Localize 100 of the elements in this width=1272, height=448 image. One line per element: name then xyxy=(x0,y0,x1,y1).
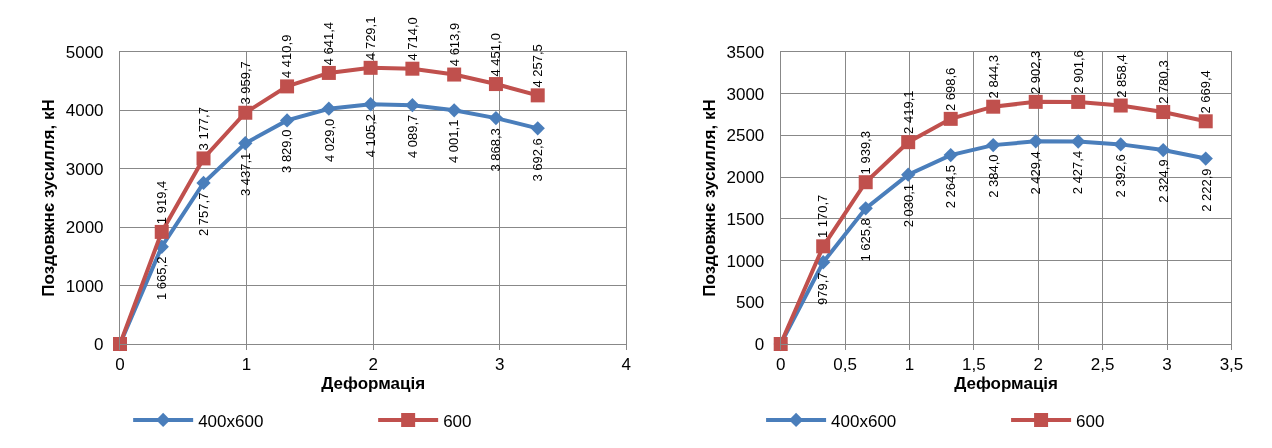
y-tick-label: 1000 xyxy=(726,251,765,271)
data-label: 2 264,5 xyxy=(943,164,959,209)
y-tick-label: 3500 xyxy=(726,42,765,62)
data-label: 4 001,1 xyxy=(446,119,462,164)
y-tick-label: 500 xyxy=(735,293,765,313)
data-label: 2 902,3 xyxy=(1028,50,1044,95)
data-label: 2 030,1 xyxy=(901,183,917,228)
data-label: 4 613,9 xyxy=(447,22,463,67)
data-label: 2 901,6 xyxy=(1070,50,1086,94)
x-tick-label: 0 xyxy=(115,355,125,375)
legend-label: 600 xyxy=(1076,411,1105,431)
point xyxy=(816,255,831,270)
data-label: 2 392,6 xyxy=(1112,154,1128,198)
point xyxy=(530,121,545,136)
point xyxy=(1113,137,1128,152)
point xyxy=(986,99,1001,114)
data-label: 2 858,4 xyxy=(1113,54,1129,98)
x-tick-label: 0,5 xyxy=(833,355,857,375)
data-label: 2 669,4 xyxy=(1197,70,1213,114)
data-label: 4 089,7 xyxy=(404,114,420,159)
point xyxy=(321,65,336,80)
data-label: 4 729,1 xyxy=(363,16,379,60)
data-label: 3 959,7 xyxy=(238,61,254,105)
data-label: 3 692,6 xyxy=(529,138,545,182)
y-tick-label: 3000 xyxy=(726,84,765,104)
y-tick-label: 1000 xyxy=(65,276,104,296)
data-label: 3 829,0 xyxy=(279,129,295,173)
point xyxy=(858,175,873,190)
data-label: 1 939,3 xyxy=(857,131,873,175)
point xyxy=(447,67,462,82)
point xyxy=(447,103,462,118)
x-tick-label: 0 xyxy=(775,355,786,375)
data-label: 4 641,4 xyxy=(321,21,337,66)
data-label: 2 222,9 xyxy=(1198,168,1214,212)
data-label: 1 665,2 xyxy=(154,256,170,300)
x-tick-label: 3 xyxy=(1162,355,1172,375)
data-label: 1 625,8 xyxy=(857,218,873,262)
point xyxy=(901,167,916,182)
y-axis-title: Поздовжнє зусилля, кН xyxy=(700,99,720,297)
data-label: 4 105,2 xyxy=(362,114,378,158)
data-label: 3 177,7 xyxy=(195,107,211,151)
data-label: 3 868,3 xyxy=(488,128,504,172)
data-label: 2 419,1 xyxy=(900,90,916,134)
data-label: 979,7 xyxy=(815,272,831,305)
point xyxy=(488,110,504,126)
x-tick-label: 2,5 xyxy=(1090,355,1115,375)
point xyxy=(530,88,545,103)
point xyxy=(405,61,420,76)
point xyxy=(196,175,211,191)
data-label: 2 384,0 xyxy=(985,154,1001,198)
point xyxy=(901,135,916,150)
data-label: 4 714,0 xyxy=(405,17,421,61)
point xyxy=(943,111,958,126)
point xyxy=(238,136,253,151)
point xyxy=(279,113,295,128)
y-tick-label: 3000 xyxy=(65,159,104,179)
point xyxy=(1113,98,1128,113)
data-label: 2 780,3 xyxy=(1155,60,1171,104)
point xyxy=(196,151,211,166)
data-label: 2 324,9 xyxy=(1155,159,1171,203)
x-tick-label: 1 xyxy=(904,355,915,375)
data-label: 2 757,7 xyxy=(196,192,212,236)
y-tick-label: 1500 xyxy=(726,209,765,229)
x-tick-label: 2 xyxy=(1033,355,1044,375)
point xyxy=(1156,105,1171,120)
legend-label: 400x600 xyxy=(831,411,897,431)
legend-label: 600 xyxy=(443,411,472,431)
x-tick-label: 3,5 xyxy=(1219,355,1244,375)
data-label: 2 429,4 xyxy=(1027,151,1043,195)
data-label: 2 844,3 xyxy=(986,55,1002,99)
point xyxy=(858,201,873,216)
legend-label: 400x600 xyxy=(198,411,264,431)
y-axis-title: Поздовжнє зусилля, кН xyxy=(39,99,59,297)
data-label: 2 698,6 xyxy=(943,67,959,112)
y-tick-label: 2500 xyxy=(726,126,765,146)
point xyxy=(1028,134,1043,149)
data-label: 4 029,0 xyxy=(321,118,337,163)
point xyxy=(1198,114,1213,129)
point xyxy=(280,79,295,94)
data-label: 3 437,1 xyxy=(237,152,253,197)
point xyxy=(154,224,169,239)
point xyxy=(1028,94,1043,109)
point xyxy=(816,239,831,254)
y-tick-label: 2000 xyxy=(726,168,765,188)
point xyxy=(1071,134,1086,149)
data-label: 2 427,4 xyxy=(1070,150,1086,195)
x-tick-label: 2 xyxy=(368,355,378,375)
y-tick-label: 2000 xyxy=(65,218,104,238)
data-label: 1 170,7 xyxy=(815,194,831,239)
y-tick-label: 5000 xyxy=(65,42,104,62)
x-tick-label: 3 xyxy=(495,355,505,375)
data-label: 4 451,0 xyxy=(488,33,504,77)
x-tick-label: 1 xyxy=(241,355,252,375)
point xyxy=(1156,142,1171,158)
y-tick-label: 0 xyxy=(754,334,765,354)
point xyxy=(238,105,253,120)
x-axis-title: Деформація xyxy=(321,374,426,394)
x-axis-title: Деформація xyxy=(954,374,1059,394)
x-tick-label: 4 xyxy=(621,355,632,375)
data-label: 4 410,9 xyxy=(279,34,295,78)
